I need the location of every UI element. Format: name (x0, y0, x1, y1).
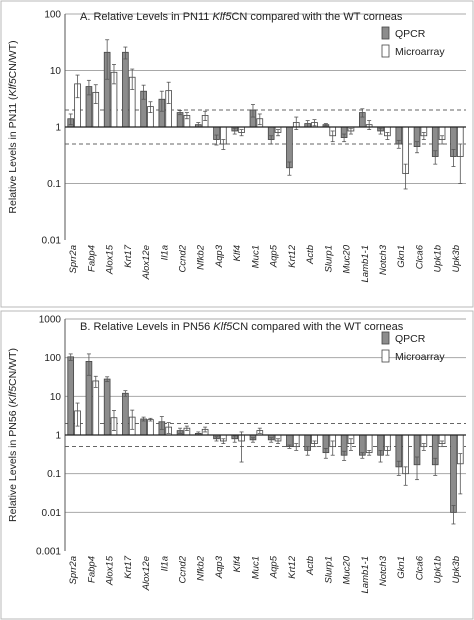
category-label: Fabp4 (86, 245, 97, 272)
legend: QPCR Microarray (381, 331, 445, 363)
category-label: Upk3b (451, 556, 462, 583)
category-label: Aqp3 (214, 555, 225, 579)
bar-qpcr (359, 434, 366, 456)
category-label: Krt17 (123, 244, 134, 267)
bar-microarray (147, 419, 154, 436)
y-tick-label: 100 (44, 353, 61, 364)
category-label: Aqp5 (269, 244, 280, 268)
bar-qpcr (122, 392, 129, 436)
category-label: Upk3b (451, 245, 462, 272)
y-tick-label: 10 (50, 66, 62, 77)
legend-swatch (381, 349, 390, 363)
category-label: Il1a (159, 556, 170, 571)
legend-label: QPCR (395, 28, 426, 40)
category-label: Ccnd2 (177, 555, 188, 583)
y-tick-label: 10 (50, 392, 62, 403)
category-label: Actb (305, 556, 316, 576)
y-tick-label: 1 (55, 123, 61, 134)
category-label: Notch3 (378, 555, 389, 586)
category-label: Nfkb2 (196, 244, 207, 270)
category-label: Klf4 (232, 556, 243, 572)
category-label: Slurp1 (323, 556, 334, 583)
category-label: Ccnd2 (177, 244, 188, 272)
category-label: Upk1b (433, 556, 444, 583)
panel-frame (0, 0, 474, 308)
y-tick-label: 1 (55, 431, 61, 442)
bar-microarray (92, 380, 100, 436)
category-label: Krt12 (287, 555, 298, 578)
category-label: Muc1 (250, 556, 261, 579)
category-label: Gkn1 (396, 245, 407, 268)
legend-label: QPCR (395, 333, 426, 345)
y-tick-label: 0.01 (42, 236, 62, 247)
y-tick-label: 0.01 (42, 508, 62, 519)
category-label: Lamb1-1 (360, 245, 371, 283)
category-label: Sprr2a (68, 556, 79, 585)
y-tick-label: 0.1 (47, 179, 61, 190)
category-label: Muc20 (342, 555, 353, 584)
y-tick-label: 0.1 (47, 469, 61, 480)
bar-microarray (365, 434, 373, 454)
panel-frame (0, 310, 474, 620)
category-label: Slurp1 (323, 245, 334, 272)
category-label: Krt12 (287, 244, 298, 267)
category-label: Krt17 (123, 555, 134, 578)
legend-swatch (381, 331, 390, 345)
category-label: Alox12e (141, 245, 152, 280)
category-label: Actb (305, 245, 316, 265)
category-label: Alox15 (105, 555, 116, 586)
category-label: Aqp3 (214, 244, 225, 268)
panel-b: 0.001 0.01 0.1 1 10 100 1000 Sprr2a Fabp4 Alox15 K… (0, 310, 474, 620)
category-label: Fabp4 (86, 556, 97, 583)
category-label: Clca6 (414, 244, 425, 269)
legend: QPCR Microarray (381, 26, 445, 58)
panel-a: 0.01 0.1 1 10 100 Sprr2a Fabp4 Alox15 Krt17 Alox1… (0, 0, 474, 308)
category-label: Upk1b (433, 245, 444, 272)
category-label: Il1a (159, 245, 170, 260)
category-label: Muc1 (250, 245, 261, 268)
legend-label: Microarray (395, 46, 445, 58)
category-label: Alox15 (105, 244, 116, 275)
bar-qpcr (103, 378, 111, 436)
category-label: Muc20 (342, 244, 353, 273)
legend-swatch (381, 44, 390, 58)
y-axis-label: Relative Levels in PN56 (Klf5CN/WT) (7, 348, 19, 522)
bar-qpcr (450, 434, 457, 513)
category-label: Clca6 (414, 555, 425, 580)
category-label: Nfkb2 (196, 555, 207, 581)
category-label: Sprr2a (68, 245, 79, 274)
y-tick-label: 1000 (39, 315, 62, 326)
bar-qpcr (122, 51, 129, 128)
y-axis-label: Relative Levels in PN11 (Klf5CN/WT) (7, 40, 19, 213)
category-label: Aqp5 (269, 555, 280, 579)
category-label: Gkn1 (396, 556, 407, 579)
bar-qpcr (67, 356, 75, 436)
category-label: Klf4 (232, 245, 243, 261)
y-tick-label: 0.001 (36, 547, 61, 558)
chart-title: B. Relative Levels in PN56 Klf5CN compar… (80, 321, 404, 333)
category-label: Notch3 (378, 244, 389, 275)
category-label: Alox12e (141, 556, 152, 591)
y-tick-label: 100 (44, 10, 61, 21)
category-label: Lamb1-1 (360, 556, 371, 594)
legend-label: Microarray (395, 351, 445, 363)
legend-swatch (381, 26, 390, 40)
chart-title: A. Relative Levels in PN11 Klf5CN compar… (80, 11, 403, 23)
